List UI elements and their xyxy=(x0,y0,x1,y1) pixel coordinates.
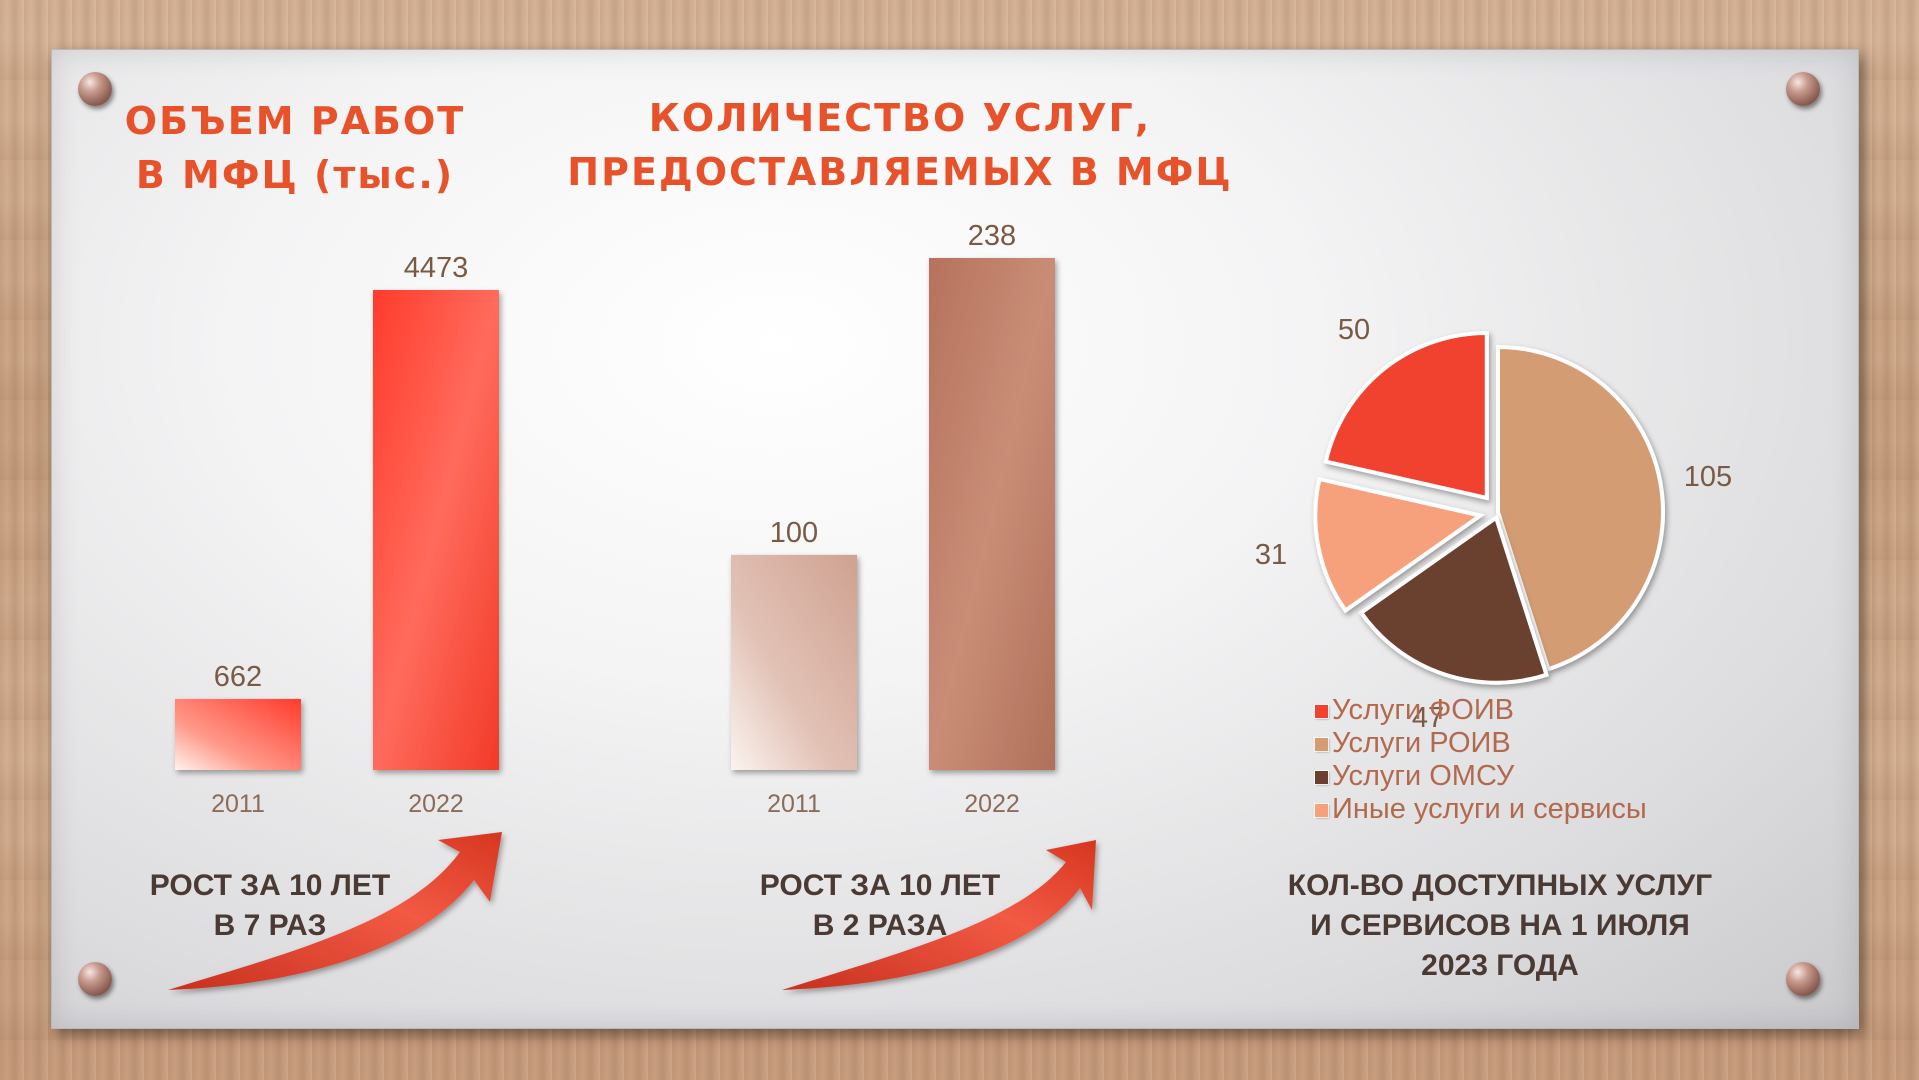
pie-caption-line-2: И СЕРВИСОВ НА 1 ИЮЛЯ xyxy=(1310,909,1690,942)
legend-swatch-4 xyxy=(1315,803,1328,817)
volume-title-line-1: ОБЪЕМ РАБОТ xyxy=(124,99,466,143)
services-title-line-2: ПРЕДОСТАВЛЯЕМЫХ В МФЦ xyxy=(567,150,1233,194)
services-tick-label-2011: 2011 xyxy=(767,790,821,818)
legend-swatch-2 xyxy=(1315,737,1328,751)
pie-slice-2 xyxy=(1496,344,1665,672)
legend-label-2: Услуги РОИВ xyxy=(1332,727,1511,759)
services-caption: РОСТ ЗА 10 ЛЕТ В 2 РАЗА xyxy=(730,866,1030,946)
services-value-label-2011: 100 xyxy=(769,516,819,549)
growth-arrow-1 xyxy=(168,832,502,990)
legend-label-3: Услуги ОМСУ xyxy=(1332,760,1515,792)
legend-swatch-3 xyxy=(1315,770,1328,784)
legend-swatch-1 xyxy=(1315,704,1328,718)
legend-item-4: Иные услуги и сервисы xyxy=(1315,793,1647,826)
volume-tick-label-2022: 2022 xyxy=(408,790,464,818)
pie-caption-line-3: 2023 ГОДА xyxy=(1421,949,1579,982)
services-value-label-2022: 238 xyxy=(967,220,1017,252)
services-caption-line-1: РОСТ ЗА 10 ЛЕТ xyxy=(759,869,1001,902)
volume-title-line-2: В МФЦ (тыс.) xyxy=(135,153,455,197)
pie-slice-4 xyxy=(1313,476,1486,614)
volume-caption: РОСТ ЗА 10 ЛЕТ В 7 РАЗ xyxy=(120,866,420,946)
volume-caption-line-1: РОСТ ЗА 10 ЛЕТ xyxy=(149,869,391,902)
pie-caption: КОЛ-ВО ДОСТУПНЫХ УСЛУГ И СЕРВИСОВ НА 1 И… xyxy=(1250,866,1750,986)
bolt-top-left xyxy=(78,72,112,106)
volume-bar-2022 xyxy=(373,290,499,770)
volume-tick-label-2011: 2011 xyxy=(211,790,265,818)
volume-value-label-2022: 4473 xyxy=(403,252,469,284)
bolt-top-right xyxy=(1786,72,1820,106)
services-caption-line-2: В 2 РАЗА xyxy=(812,909,948,942)
growth-arrow-2 xyxy=(782,840,1096,990)
volume-title: ОБЪЕМ РАБОТ В МФЦ (тыс.) xyxy=(110,94,480,202)
legend-item-2: Услуги РОИВ xyxy=(1315,727,1511,760)
services-tick-label-2022: 2022 xyxy=(964,790,1020,818)
legend-item-1: Услуги ФОИВ xyxy=(1315,694,1514,727)
services-title-line-1: КОЛИЧЕСТВО УСЛУГ, xyxy=(648,96,1152,140)
pie-slice-1 xyxy=(1323,330,1489,501)
pie-slice-3 xyxy=(1358,514,1549,685)
services-title: КОЛИЧЕСТВО УСЛУГ, ПРЕДОСТАВЛЯЕМЫХ В МФЦ xyxy=(540,91,1260,199)
legend-label-1: Услуги ФОИВ xyxy=(1332,694,1515,726)
pie-value-label-1: 50 xyxy=(1337,314,1371,346)
pie-caption-line-1: КОЛ-ВО ДОСТУПНЫХ УСЛУГ xyxy=(1287,869,1713,902)
pie-value-label-2: 105 xyxy=(1683,461,1733,493)
pie-value-label-3: 47 xyxy=(1411,702,1445,734)
volume-caption-line-2: В 7 РАЗ xyxy=(213,909,327,942)
legend-item-3: Услуги ОМСУ xyxy=(1315,760,1514,793)
bolt-bottom-right xyxy=(1786,962,1820,996)
services-bar-2022 xyxy=(929,258,1055,770)
volume-value-label-2011: 662 xyxy=(213,660,263,693)
bolt-bottom-left xyxy=(78,962,112,996)
services-bar-2011 xyxy=(731,554,857,770)
pie-value-label-4: 31 xyxy=(1254,539,1288,571)
volume-bar-2011 xyxy=(175,698,301,770)
legend-label-4: Иные услуги и сервисы xyxy=(1332,793,1647,825)
